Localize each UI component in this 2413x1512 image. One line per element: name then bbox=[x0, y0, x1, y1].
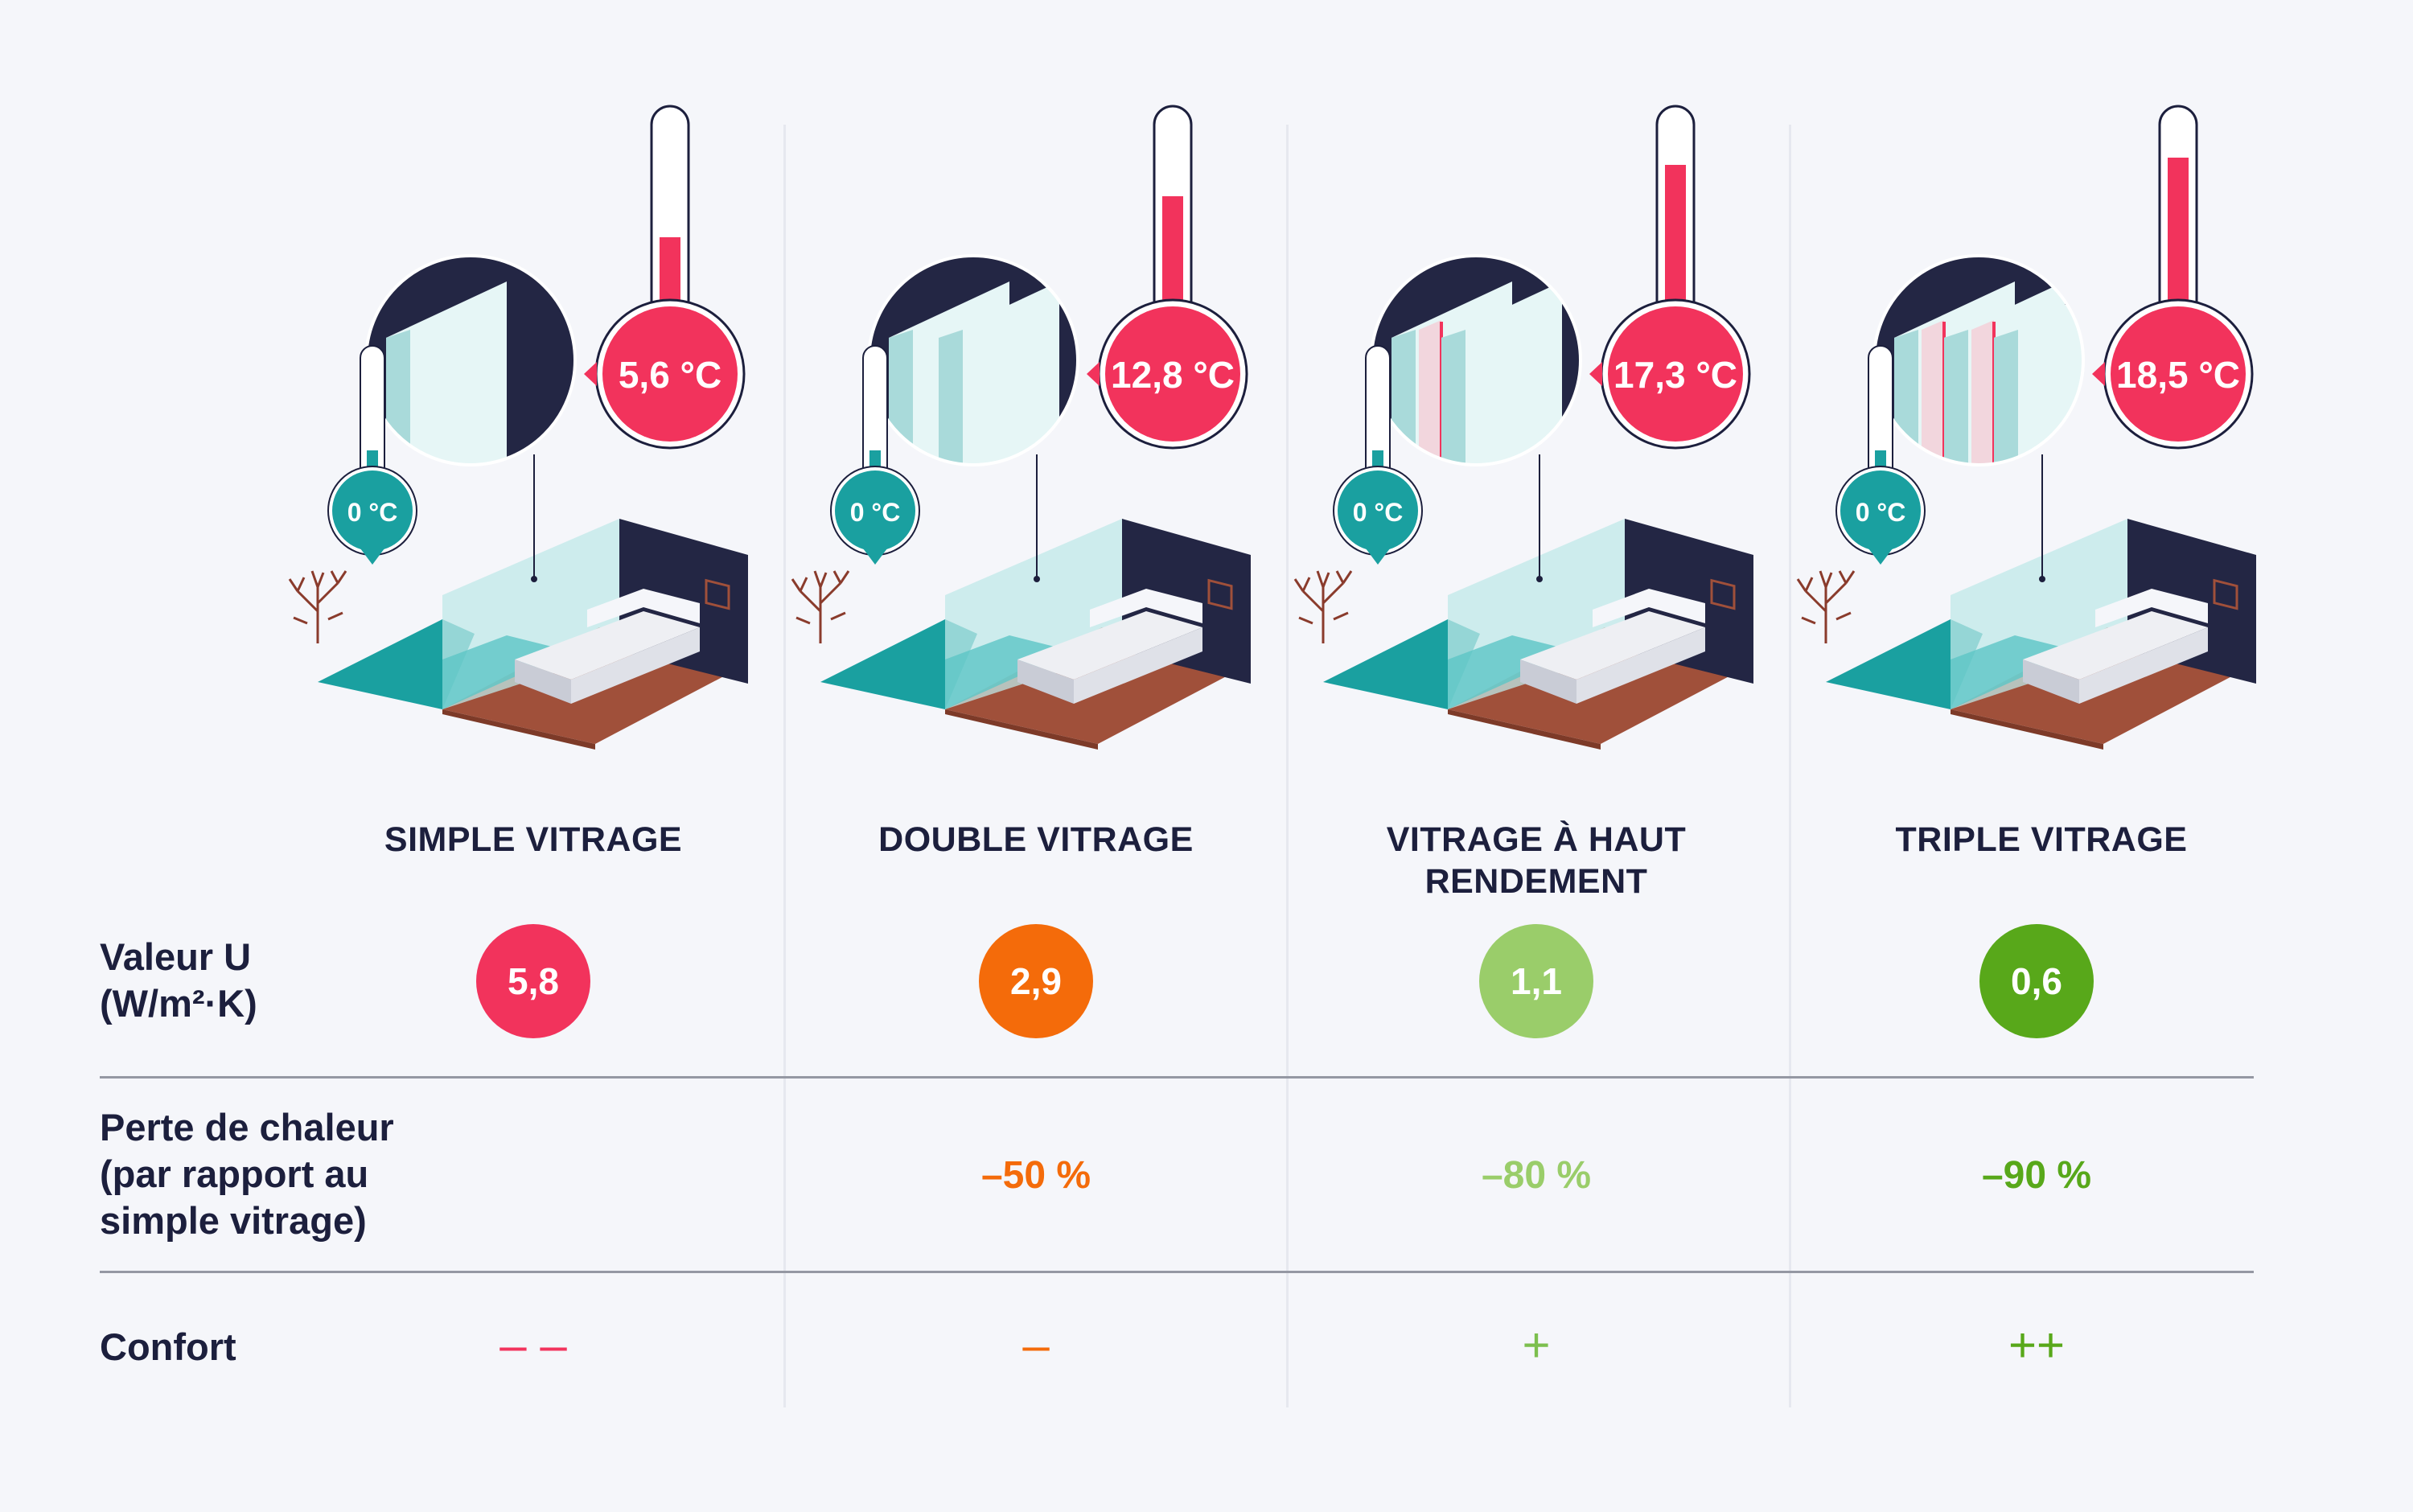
glass-lens bbox=[1872, 254, 2085, 466]
column-divider-1 bbox=[783, 125, 786, 1407]
glazing-illustration-0: 5,6 °C 0 °C bbox=[288, 105, 748, 750]
outside-ground bbox=[820, 619, 977, 709]
light-switch bbox=[2213, 578, 2238, 610]
inside-thermometer: 12,8 °C bbox=[1087, 105, 1248, 450]
outside-bubble-tail bbox=[1868, 549, 1893, 565]
floor-edge bbox=[1448, 709, 1601, 750]
heat-loss-double: –50 % bbox=[980, 1154, 1091, 1197]
outside-bubble-tail bbox=[1366, 549, 1390, 565]
inside-temperature-label: 5,6 °C bbox=[619, 354, 721, 396]
column-title-double: DOUBLE VITRAGE bbox=[878, 820, 1194, 859]
temp-bubble-tail bbox=[584, 362, 597, 386]
heat-loss-triple: –90 % bbox=[1981, 1154, 2092, 1197]
row-divider-1 bbox=[100, 1076, 2254, 1079]
inside-thermometer: 17,3 °C bbox=[1589, 105, 1751, 450]
glass-lens bbox=[867, 254, 1079, 466]
room-scene bbox=[288, 519, 748, 750]
outside-bubble-tail bbox=[360, 549, 384, 565]
pointer-dot bbox=[1034, 576, 1040, 582]
outside-temperature-label: 0 °C bbox=[850, 498, 901, 527]
sofa bbox=[2023, 589, 2208, 704]
bare-tree bbox=[791, 570, 850, 643]
pointer-dot bbox=[531, 576, 537, 582]
room-scene bbox=[1293, 519, 1753, 750]
inside-temperature-label: 17,3 °C bbox=[1613, 354, 1737, 396]
bare-tree bbox=[1796, 570, 1856, 643]
column-divider-3 bbox=[1789, 125, 1791, 1407]
pointer-dot bbox=[1536, 576, 1543, 582]
sofa bbox=[1520, 589, 1705, 704]
outside-thermometer: 0 °C bbox=[1835, 345, 1926, 565]
row-label-heat-loss-line2: (par rapport au bbox=[100, 1152, 369, 1195]
column-title-high-efficiency: VITRAGE À HAUT RENDEMENT bbox=[1386, 820, 1687, 901]
row-label-heat-loss-line1: Perte de chaleur bbox=[100, 1106, 394, 1148]
floor-edge bbox=[945, 709, 1098, 750]
column-title-simple: SIMPLE VITRAGE bbox=[384, 820, 683, 859]
u-value-badge-high-efficiency: 1,1 bbox=[1479, 924, 1593, 1038]
temp-bubble-tail bbox=[2092, 362, 2105, 386]
temp-bubble-tail bbox=[1087, 362, 1100, 386]
comfort-high-efficiency: + bbox=[1522, 1318, 1551, 1372]
outside-thermometer: 0 °C bbox=[830, 345, 920, 565]
heat-loss-high-efficiency: –80 % bbox=[1481, 1154, 1592, 1197]
row-label-u-value: Valeur U (W/m²·K) bbox=[100, 934, 257, 1027]
light-switch bbox=[705, 578, 730, 610]
sofa bbox=[515, 589, 700, 704]
u-value-badge-double: 2,9 bbox=[979, 924, 1093, 1038]
temp-bubble-tail bbox=[1589, 362, 1602, 386]
comfort-triple: ++ bbox=[2008, 1318, 2066, 1372]
floor-edge bbox=[1951, 709, 2103, 750]
inside-temperature-label: 18,5 °C bbox=[2116, 354, 2240, 396]
room-scene bbox=[791, 519, 1251, 750]
row-label-heat-loss-line3: simple vitrage) bbox=[100, 1199, 367, 1242]
column-title-triple: TRIPLE VITRAGE bbox=[1895, 820, 2188, 859]
outside-bubble-tail bbox=[863, 549, 887, 565]
inside-temperature-label: 12,8 °C bbox=[1111, 354, 1235, 396]
row-label-heat-loss: Perte de chaleur (par rapport au simple … bbox=[100, 1104, 394, 1244]
glass-lens bbox=[364, 254, 577, 466]
row-label-u-value-line1: Valeur U bbox=[100, 935, 252, 978]
light-switch bbox=[1207, 578, 1233, 610]
u-value-badge-simple: 5,8 bbox=[476, 924, 590, 1038]
u-value-badge-triple: 0,6 bbox=[1979, 924, 2094, 1038]
outside-temperature-label: 0 °C bbox=[347, 498, 398, 527]
glazing-illustration-2: 17,3 °C 0 °C bbox=[1293, 105, 1753, 750]
floor-edge bbox=[442, 709, 595, 750]
bare-tree bbox=[288, 570, 347, 643]
outside-thermometer: 0 °C bbox=[1333, 345, 1423, 565]
outside-ground bbox=[1323, 619, 1480, 709]
bare-tree bbox=[1293, 570, 1353, 643]
column-divider-2 bbox=[1286, 125, 1289, 1407]
pointer-dot bbox=[2039, 576, 2045, 582]
outside-temperature-label: 0 °C bbox=[1856, 498, 1906, 527]
inside-thermometer: 5,6 °C bbox=[584, 105, 746, 450]
row-label-u-value-line2: (W/m²·K) bbox=[100, 982, 257, 1025]
glass-lens bbox=[1370, 254, 1582, 466]
outside-thermometer: 0 °C bbox=[327, 345, 417, 565]
comfort-simple: – – bbox=[499, 1318, 567, 1372]
row-label-comfort: Confort bbox=[100, 1325, 236, 1368]
sofa bbox=[1017, 589, 1202, 704]
outside-ground bbox=[1826, 619, 1983, 709]
row-divider-2 bbox=[100, 1271, 2254, 1273]
outside-ground bbox=[318, 619, 475, 709]
comfort-double: – bbox=[1022, 1318, 1050, 1372]
outside-temperature-label: 0 °C bbox=[1353, 498, 1404, 527]
glazing-illustration-1: 12,8 °C 0 °C bbox=[791, 105, 1251, 750]
glazing-illustration-3: 18,5 °C 0 °C bbox=[1796, 105, 2256, 750]
room-scene bbox=[1796, 519, 2256, 750]
inside-thermometer: 18,5 °C bbox=[2092, 105, 2254, 450]
light-switch bbox=[1710, 578, 1736, 610]
